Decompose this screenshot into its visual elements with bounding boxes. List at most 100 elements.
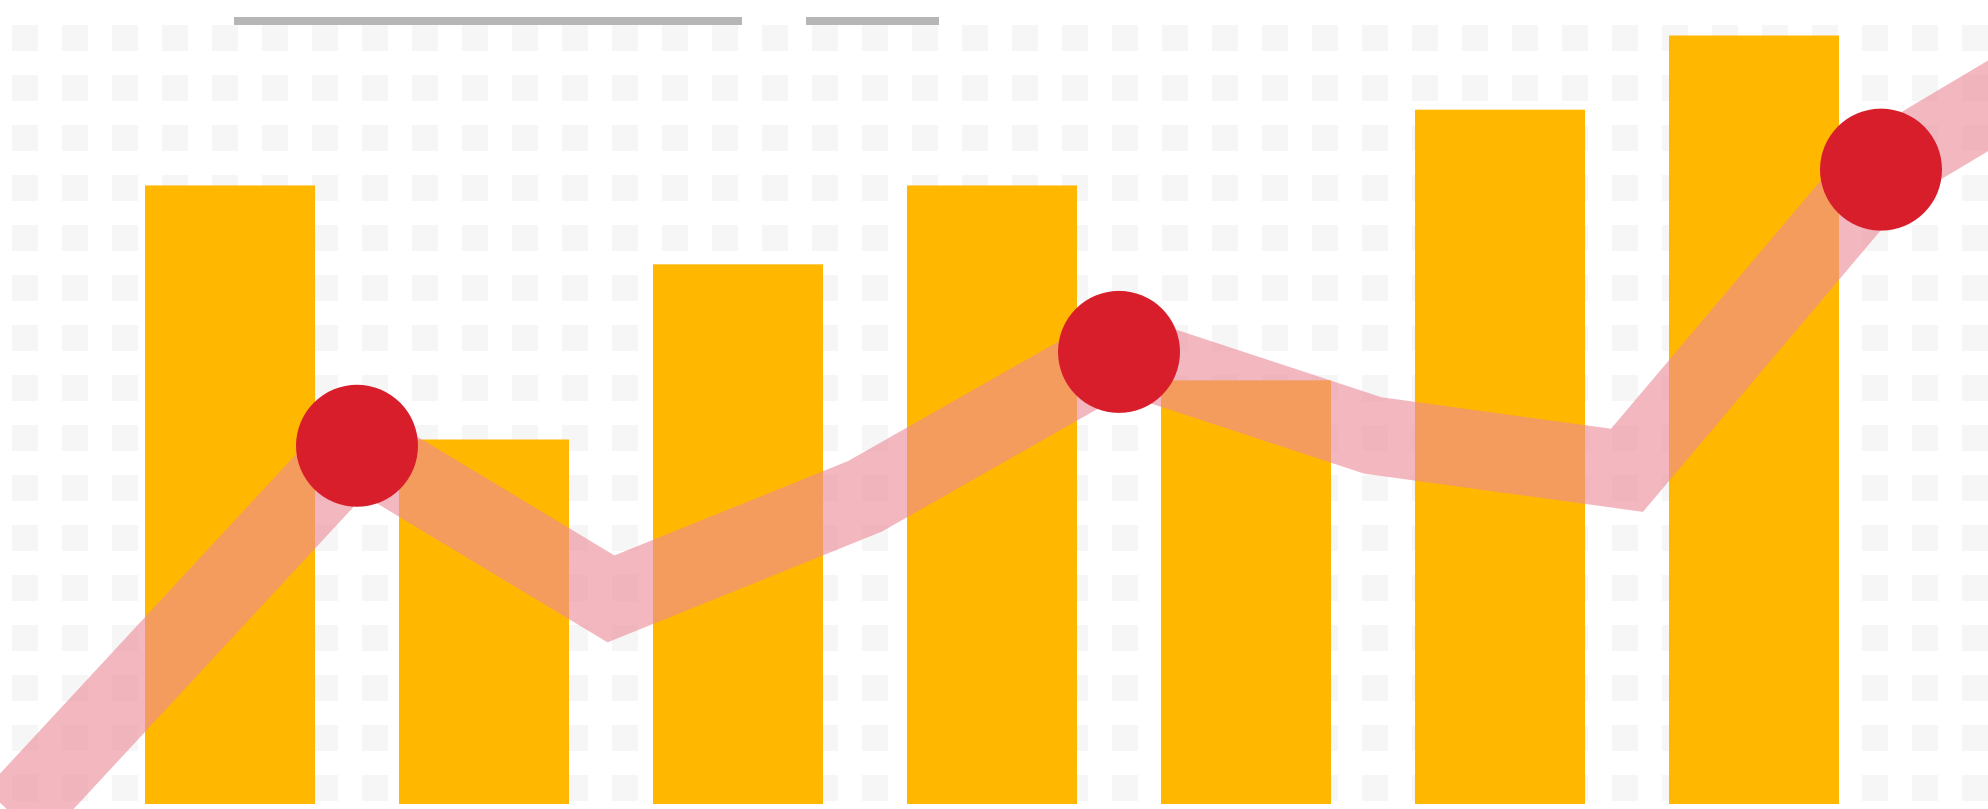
grid-dot bbox=[112, 425, 138, 451]
grid-dot bbox=[1962, 575, 1988, 601]
grid-dot bbox=[1112, 575, 1138, 601]
grid-dot bbox=[812, 75, 838, 101]
grid-dot bbox=[362, 325, 388, 351]
grid-dot bbox=[812, 25, 838, 51]
grid-dot bbox=[1612, 375, 1638, 401]
grid-dot bbox=[562, 325, 588, 351]
grid-dot bbox=[662, 25, 688, 51]
grid-dot bbox=[712, 125, 738, 151]
grid-dot bbox=[612, 225, 638, 251]
grid-dot bbox=[662, 225, 688, 251]
grid-dot bbox=[1312, 325, 1338, 351]
grid-dot bbox=[62, 375, 88, 401]
grid-dot bbox=[12, 25, 38, 51]
grid-dot bbox=[112, 775, 138, 801]
grid-dot bbox=[1062, 125, 1088, 151]
grid-dot bbox=[1362, 125, 1388, 151]
grid-dot bbox=[312, 325, 338, 351]
grid-dot bbox=[312, 75, 338, 101]
grid-dot bbox=[862, 625, 888, 651]
grid-dot bbox=[562, 125, 588, 151]
grid-dot bbox=[12, 675, 38, 701]
grid-dot bbox=[1862, 425, 1888, 451]
grid-dot bbox=[412, 375, 438, 401]
marker-1 bbox=[296, 384, 418, 507]
grid-dot bbox=[1912, 775, 1938, 801]
grid-dot bbox=[1362, 325, 1388, 351]
grid-dot bbox=[562, 175, 588, 201]
grid-dot bbox=[962, 25, 988, 51]
grid-dot bbox=[1412, 75, 1438, 101]
grid-dot bbox=[412, 25, 438, 51]
grid-dot bbox=[262, 25, 288, 51]
grid-dot bbox=[1362, 175, 1388, 201]
grid-dot bbox=[612, 425, 638, 451]
grid-dot bbox=[1612, 525, 1638, 551]
grid-dot bbox=[1262, 75, 1288, 101]
grid-dot bbox=[312, 725, 338, 751]
grid-dot bbox=[62, 525, 88, 551]
grid-dot bbox=[862, 225, 888, 251]
grid-dot bbox=[112, 475, 138, 501]
grid-dot bbox=[1312, 75, 1338, 101]
grid-dot bbox=[362, 775, 388, 801]
grid-dot bbox=[1862, 725, 1888, 751]
grid-dot bbox=[762, 75, 788, 101]
subtitle-placeholder-bar bbox=[806, 17, 939, 25]
grid-dot bbox=[812, 225, 838, 251]
grid-dot bbox=[1912, 25, 1938, 51]
grid-dot bbox=[1962, 225, 1988, 251]
grid-dot bbox=[1612, 225, 1638, 251]
grid-dot bbox=[12, 525, 38, 551]
grid-dot bbox=[1912, 225, 1938, 251]
grid-dot bbox=[1312, 25, 1338, 51]
grid-dot bbox=[462, 75, 488, 101]
grid-dot bbox=[1062, 75, 1088, 101]
grid-dot bbox=[362, 725, 388, 751]
grid-dot bbox=[212, 25, 238, 51]
grid-dot bbox=[1112, 725, 1138, 751]
grid-dot bbox=[1862, 325, 1888, 351]
grid-dot bbox=[612, 325, 638, 351]
grid-dot bbox=[862, 175, 888, 201]
grid-dot bbox=[1112, 775, 1138, 801]
grid-dot bbox=[1912, 725, 1938, 751]
grid-dot bbox=[62, 225, 88, 251]
grid-dot bbox=[62, 175, 88, 201]
grid-dot bbox=[312, 775, 338, 801]
grid-dot bbox=[1362, 675, 1388, 701]
title-placeholder-bar bbox=[234, 17, 742, 25]
grid-dot bbox=[1862, 75, 1888, 101]
marker-2 bbox=[1058, 290, 1180, 413]
grid-dot bbox=[1612, 175, 1638, 201]
grid-dot bbox=[12, 425, 38, 451]
grid-dot bbox=[1312, 175, 1338, 201]
grid-dot bbox=[162, 25, 188, 51]
grid-dot bbox=[1962, 175, 1988, 201]
grid-dot bbox=[512, 375, 538, 401]
grid-dot bbox=[612, 675, 638, 701]
grid-dot bbox=[362, 75, 388, 101]
grid-dot bbox=[1262, 25, 1288, 51]
grid-dot bbox=[762, 175, 788, 201]
grid-dot bbox=[1962, 625, 1988, 651]
grid-dot bbox=[862, 275, 888, 301]
grid-dot bbox=[1612, 75, 1638, 101]
grid-dot bbox=[62, 125, 88, 151]
grid-dot bbox=[612, 125, 638, 151]
grid-dot bbox=[462, 325, 488, 351]
grid-dot bbox=[1212, 225, 1238, 251]
grid-dot bbox=[62, 25, 88, 51]
grid-dot bbox=[12, 275, 38, 301]
grid-dot bbox=[362, 175, 388, 201]
grid-dot bbox=[712, 75, 738, 101]
grid-dot bbox=[362, 225, 388, 251]
grid-dot bbox=[1862, 375, 1888, 401]
grid-dot bbox=[612, 25, 638, 51]
grid-dot bbox=[1412, 25, 1438, 51]
grid-dot bbox=[162, 125, 188, 151]
grid-dot bbox=[1862, 575, 1888, 601]
grid-dot bbox=[1912, 275, 1938, 301]
grid-dot bbox=[1112, 25, 1138, 51]
grid-dot bbox=[1112, 175, 1138, 201]
